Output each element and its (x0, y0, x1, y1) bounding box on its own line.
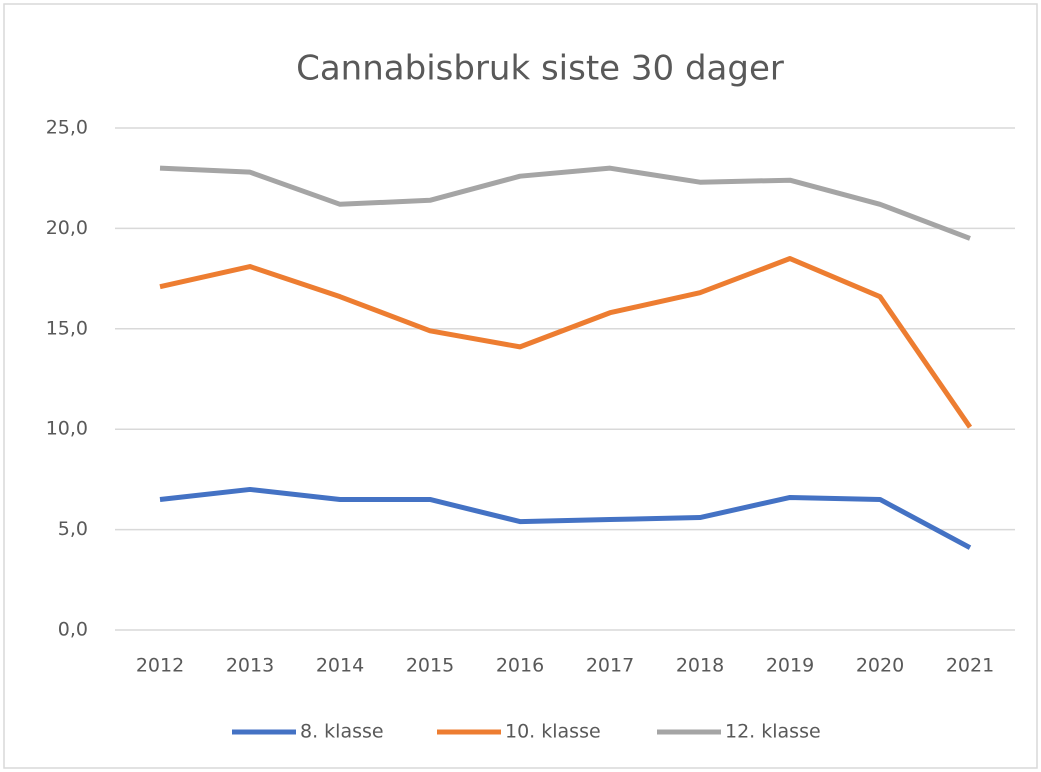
x-tick-label: 2012 (136, 655, 184, 677)
legend-label: 12. klasse (725, 721, 821, 743)
legend-label: 10. klasse (505, 721, 601, 743)
x-tick-label: 2021 (946, 655, 994, 677)
y-tick-label: 20,0 (46, 217, 88, 239)
y-tick-label: 5,0 (58, 518, 88, 540)
x-tick-label: 2018 (676, 655, 724, 677)
legend-label: 8. klasse (300, 721, 384, 743)
x-tick-label: 2016 (496, 655, 544, 677)
y-tick-label: 0,0 (58, 619, 88, 641)
series-line (159, 165, 971, 241)
x-tick-label: 2019 (766, 655, 814, 677)
y-tick-label: 25,0 (46, 117, 88, 139)
x-tick-label: 2013 (226, 655, 274, 677)
chart-title: Cannabisbruk siste 30 dager (296, 49, 784, 89)
series-line (159, 486, 972, 550)
x-tick-label: 2020 (856, 655, 904, 677)
x-tick-label: 2017 (586, 655, 634, 677)
series-line (159, 256, 973, 429)
y-tick-label: 10,0 (46, 418, 88, 440)
chart-border (3, 3, 1038, 769)
x-tick-label: 2015 (406, 655, 454, 677)
y-tick-label: 15,0 (46, 317, 88, 339)
x-tick-label: 2014 (316, 655, 364, 677)
